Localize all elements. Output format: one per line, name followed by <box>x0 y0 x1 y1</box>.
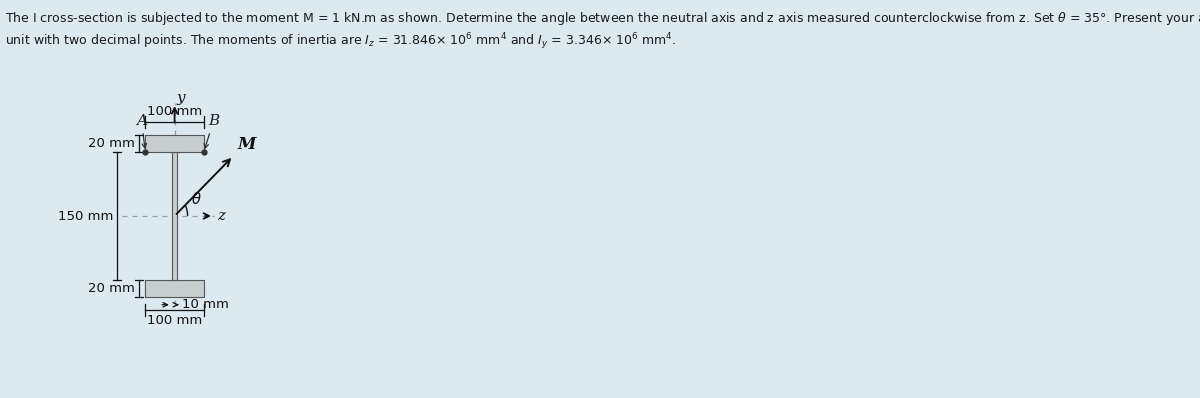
Bar <box>145 280 204 297</box>
Text: 100 mm: 100 mm <box>146 105 203 118</box>
Text: 20 mm: 20 mm <box>89 137 136 150</box>
Text: The I cross-section is subjected to the moment M = 1 kN.m as shown. Determine th: The I cross-section is subjected to the … <box>6 10 1200 27</box>
Text: 150 mm: 150 mm <box>58 209 113 222</box>
Text: A: A <box>136 114 146 148</box>
Text: unit with two decimal points. The moments of inertia are $I_z$ = 31.846$\times$ : unit with two decimal points. The moment… <box>6 31 677 52</box>
Bar <box>145 135 204 152</box>
Text: 100 mm: 100 mm <box>146 314 203 327</box>
Text: $\theta$: $\theta$ <box>191 191 202 207</box>
Text: M: M <box>238 136 256 153</box>
Text: z: z <box>217 209 224 223</box>
Text: y: y <box>176 91 185 105</box>
Bar <box>172 152 178 280</box>
Text: 20 mm: 20 mm <box>89 282 136 295</box>
Text: 10 mm: 10 mm <box>181 298 228 311</box>
Text: B: B <box>204 114 220 148</box>
